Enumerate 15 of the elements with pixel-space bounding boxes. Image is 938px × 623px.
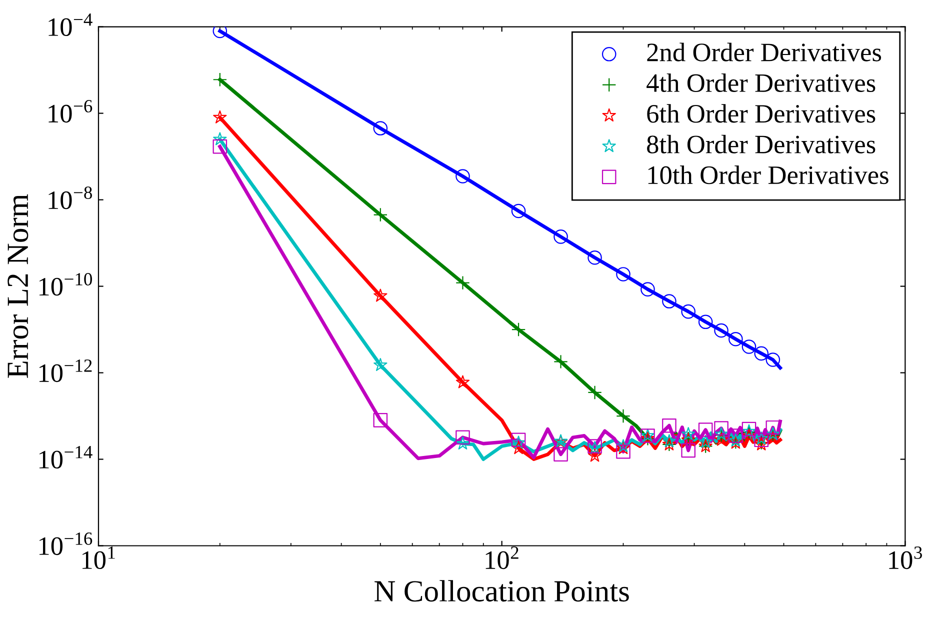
x-tick-label: 10$^{3}$ — [889, 546, 922, 570]
legend-label: 2nd Order Derivatives — [647, 42, 882, 62]
legend-label: 8th Order Derivatives — [647, 134, 876, 154]
y-tick-label: 10$^{−10}$ — [39, 272, 92, 296]
y-tick-label: 10$^{−4}$ — [48, 14, 92, 36]
y-tick-label: 10$^{−6}$ — [48, 100, 92, 123]
y-axis-title: Error L2 Norm — [8, 194, 28, 378]
y-tick-label: 10$^{−8}$ — [48, 186, 92, 210]
legend-label: 6th Order Derivatives — [647, 104, 876, 123]
legend-label: 4th Order Derivatives — [646, 73, 876, 92]
x-tick-label: 10$^{2}$ — [486, 546, 518, 570]
y-tick-label: 10$^{−12}$ — [39, 359, 92, 382]
legend-label: 10th Order Derivatives — [648, 166, 888, 184]
x-axis-title: N Collocation Points — [374, 580, 629, 602]
y-tick-label: 10$^{−14}$ — [39, 446, 92, 469]
